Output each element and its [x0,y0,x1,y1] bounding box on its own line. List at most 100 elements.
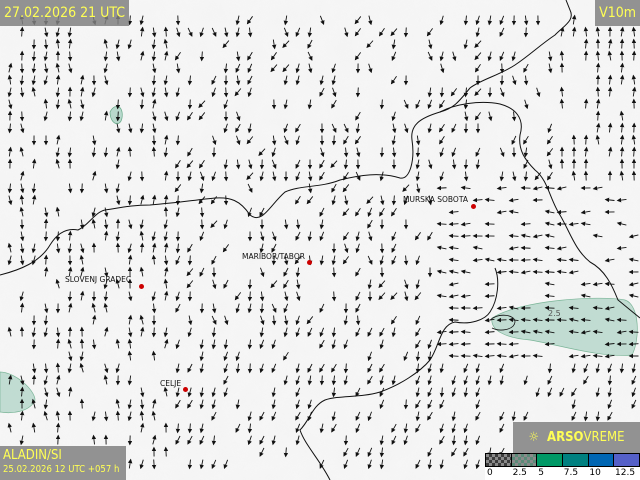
wind-arrow [631,38,637,49]
wind-arrow [475,435,480,446]
wind-arrow [342,232,349,241]
wind-arrow [474,40,482,48]
wind-arrow [520,329,531,335]
wind-arrow [259,447,265,457]
wind-arrow [199,351,205,362]
wind-arrow [474,112,481,121]
wind-arrow [139,410,145,421]
wind-arrow [140,50,145,61]
wind-arrow [7,326,12,337]
wind-arrow [43,363,49,374]
wind-arrow [223,459,229,470]
wind-arrow [544,329,555,335]
wind-arrow [20,170,25,181]
wind-arrow [520,233,531,239]
wind-arrow [403,399,409,410]
wind-arrow [559,26,565,37]
wind-arrow [67,27,73,38]
wind-arrow [235,63,241,73]
wind-arrow [7,255,12,266]
wind-arrow [235,15,240,26]
wind-arrow [355,423,361,433]
wind-arrow [463,159,469,170]
wind-arrow [355,387,361,397]
wind-arrow [223,375,229,385]
wind-arrow [379,399,385,410]
wind-arrow [463,99,469,110]
wind-arrow [127,254,133,265]
wind-arrow [91,207,96,218]
wind-arrow [8,99,13,110]
wind-arrow [475,387,480,398]
wind-arrow [186,280,194,289]
wind-arrow [19,206,24,217]
wind-arrow [295,327,300,338]
wind-arrow [79,183,85,194]
wind-arrow [127,338,133,349]
wind-arrow [547,63,553,74]
wind-arrow [448,293,459,299]
wind-arrow [592,305,603,311]
wind-arrow [460,233,471,239]
wind-arrow [55,231,61,242]
wind-arrow [211,27,217,37]
wind-arrow [295,315,300,326]
wind-arrow [628,329,639,335]
wind-arrow [472,353,483,359]
wind-arrow [163,26,169,37]
wind-arrow [199,363,205,374]
wind-arrow [152,434,157,445]
wind-arrow [331,183,337,193]
wind-arrow [496,257,507,263]
wind-arrow [604,257,615,263]
wind-arrow [427,363,432,374]
wind-arrow [296,291,301,302]
wind-arrow [415,255,420,266]
wind-arrow [379,207,385,217]
wind-arrow [604,341,615,347]
wind-arrow [7,422,12,433]
wind-arrow [248,159,253,170]
wind-arrow [175,291,180,302]
wind-arrow [223,87,229,98]
wind-arrow [344,243,349,254]
wind-arrow [295,363,300,374]
wind-arrow [390,76,397,85]
wind-arrow [355,447,361,457]
wind-arrow [568,221,579,227]
wind-arrow [583,98,589,109]
wind-arrow [499,363,505,374]
wind-arrow [103,219,109,230]
wind-arrow [7,146,13,157]
wind-arrow [271,315,277,326]
wind-arrow [307,231,313,242]
wind-arrow [595,86,601,97]
wind-arrow [283,375,288,386]
wind-arrow [55,147,61,158]
wind-arrow [475,459,480,470]
wind-arrow [343,147,349,158]
wind-arrow [532,353,543,359]
wind-arrow [628,282,639,287]
wind-arrow [427,195,433,206]
wind-arrow [55,362,61,373]
wind-arrow [368,15,373,26]
wind-arrow [520,245,531,251]
wind-arrow [211,75,217,85]
wind-arrow [31,158,37,169]
wind-arrow [175,255,181,265]
wind-arrow [523,411,529,421]
wind-arrow [604,317,615,323]
wind-arrow [484,353,495,359]
wind-arrow [532,233,543,239]
wind-arrow [415,387,421,398]
wind-arrow [379,459,385,470]
wind-arrow [544,341,555,347]
wind-arrow [140,87,145,98]
wind-arrow [319,459,325,469]
wind-arrow [378,28,385,37]
wind-arrow [354,16,362,25]
wind-arrow [198,100,206,108]
wind-arrow [475,159,481,170]
